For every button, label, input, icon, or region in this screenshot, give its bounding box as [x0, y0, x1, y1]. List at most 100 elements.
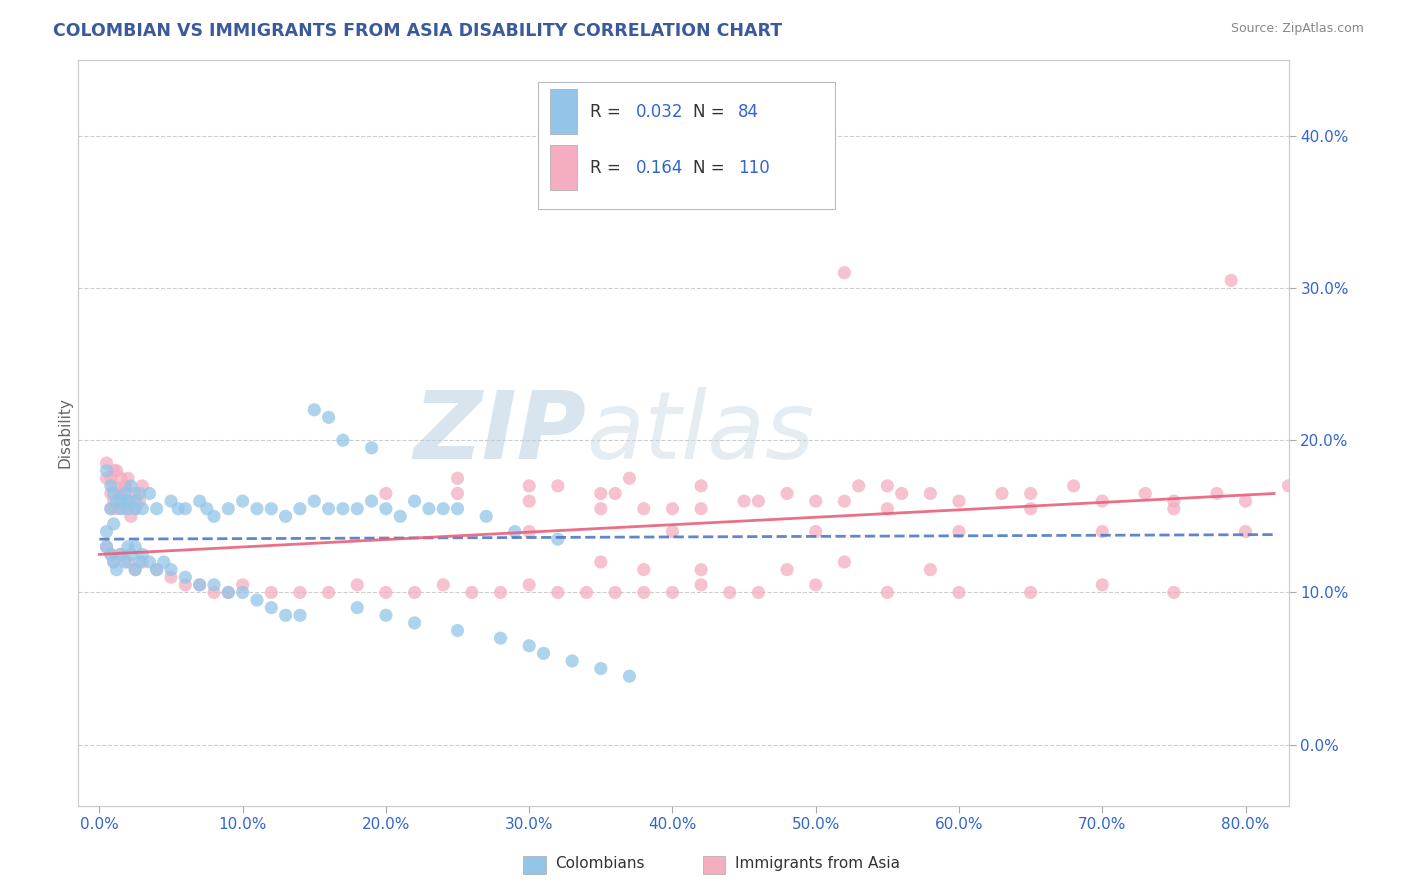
Point [948, 524, 970, 539]
FancyBboxPatch shape [538, 82, 835, 209]
Point [124, 540, 146, 554]
Point [246, 501, 269, 516]
Point [920, 486, 942, 500]
Point [446, 471, 468, 485]
Point [633, 563, 655, 577]
Point [117, 494, 139, 508]
Point [948, 494, 970, 508]
Point [404, 615, 426, 630]
Point [517, 494, 540, 508]
Point [633, 501, 655, 516]
Point [489, 585, 512, 599]
Point [404, 585, 426, 599]
Point [374, 486, 396, 500]
Point [446, 486, 468, 500]
Point [804, 494, 827, 508]
Point [160, 494, 183, 508]
Point [876, 585, 898, 599]
Point [124, 563, 146, 577]
Text: 0.164: 0.164 [636, 159, 683, 177]
Point [661, 585, 683, 599]
Bar [550, 89, 576, 134]
Point [547, 479, 569, 493]
Point [920, 563, 942, 577]
Point [876, 479, 898, 493]
Point [110, 486, 132, 500]
Point [661, 501, 683, 516]
Point [131, 555, 153, 569]
Point [1091, 524, 1114, 539]
Text: R =: R = [591, 159, 626, 177]
Point [217, 585, 239, 599]
Point [103, 555, 125, 569]
Point [503, 524, 526, 539]
Point [274, 509, 297, 524]
Point [804, 524, 827, 539]
Point [96, 540, 118, 554]
Point [1234, 494, 1257, 508]
Y-axis label: Disability: Disability [58, 397, 72, 468]
Point [304, 494, 326, 508]
Point [446, 624, 468, 638]
Point [131, 479, 153, 493]
Point [96, 471, 118, 485]
Point [589, 662, 612, 676]
Point [114, 486, 136, 500]
Point [110, 548, 132, 562]
Point [589, 486, 612, 500]
Point [1234, 524, 1257, 539]
Point [619, 471, 641, 485]
Point [117, 540, 139, 554]
Point [145, 563, 167, 577]
Point [188, 494, 211, 508]
Point [318, 410, 340, 425]
Point [619, 669, 641, 683]
Point [260, 585, 283, 599]
Point [100, 501, 122, 516]
Point [160, 570, 183, 584]
Point [160, 563, 183, 577]
Point [117, 555, 139, 569]
Text: Immigrants from Asia: Immigrants from Asia [735, 856, 900, 871]
Point [110, 501, 132, 516]
Point [195, 501, 218, 516]
Point [589, 555, 612, 569]
Point [110, 486, 132, 500]
Text: Colombians: Colombians [555, 856, 645, 871]
Text: ZIP: ZIP [413, 386, 586, 479]
Point [114, 555, 136, 569]
Point [475, 509, 498, 524]
Point [131, 501, 153, 516]
Point [114, 479, 136, 493]
Point [718, 585, 741, 599]
Point [100, 471, 122, 485]
Point [120, 509, 142, 524]
Point [202, 578, 225, 592]
Point [100, 501, 122, 516]
Point [131, 548, 153, 562]
Point [232, 578, 254, 592]
Point [288, 608, 311, 623]
Point [217, 501, 239, 516]
Point [96, 464, 118, 478]
Point [304, 402, 326, 417]
Point [517, 479, 540, 493]
Point [103, 486, 125, 500]
Point [174, 578, 197, 592]
Point [174, 570, 197, 584]
Point [145, 563, 167, 577]
Point [103, 516, 125, 531]
Point [948, 585, 970, 599]
Point [128, 486, 150, 500]
Point [105, 464, 128, 478]
Point [110, 494, 132, 508]
Point [103, 464, 125, 478]
Point [1019, 501, 1042, 516]
Text: N =: N = [693, 159, 730, 177]
Point [105, 563, 128, 577]
Text: R =: R = [591, 103, 626, 120]
Point [346, 578, 368, 592]
Point [589, 501, 612, 516]
Point [804, 578, 827, 592]
Point [114, 501, 136, 516]
